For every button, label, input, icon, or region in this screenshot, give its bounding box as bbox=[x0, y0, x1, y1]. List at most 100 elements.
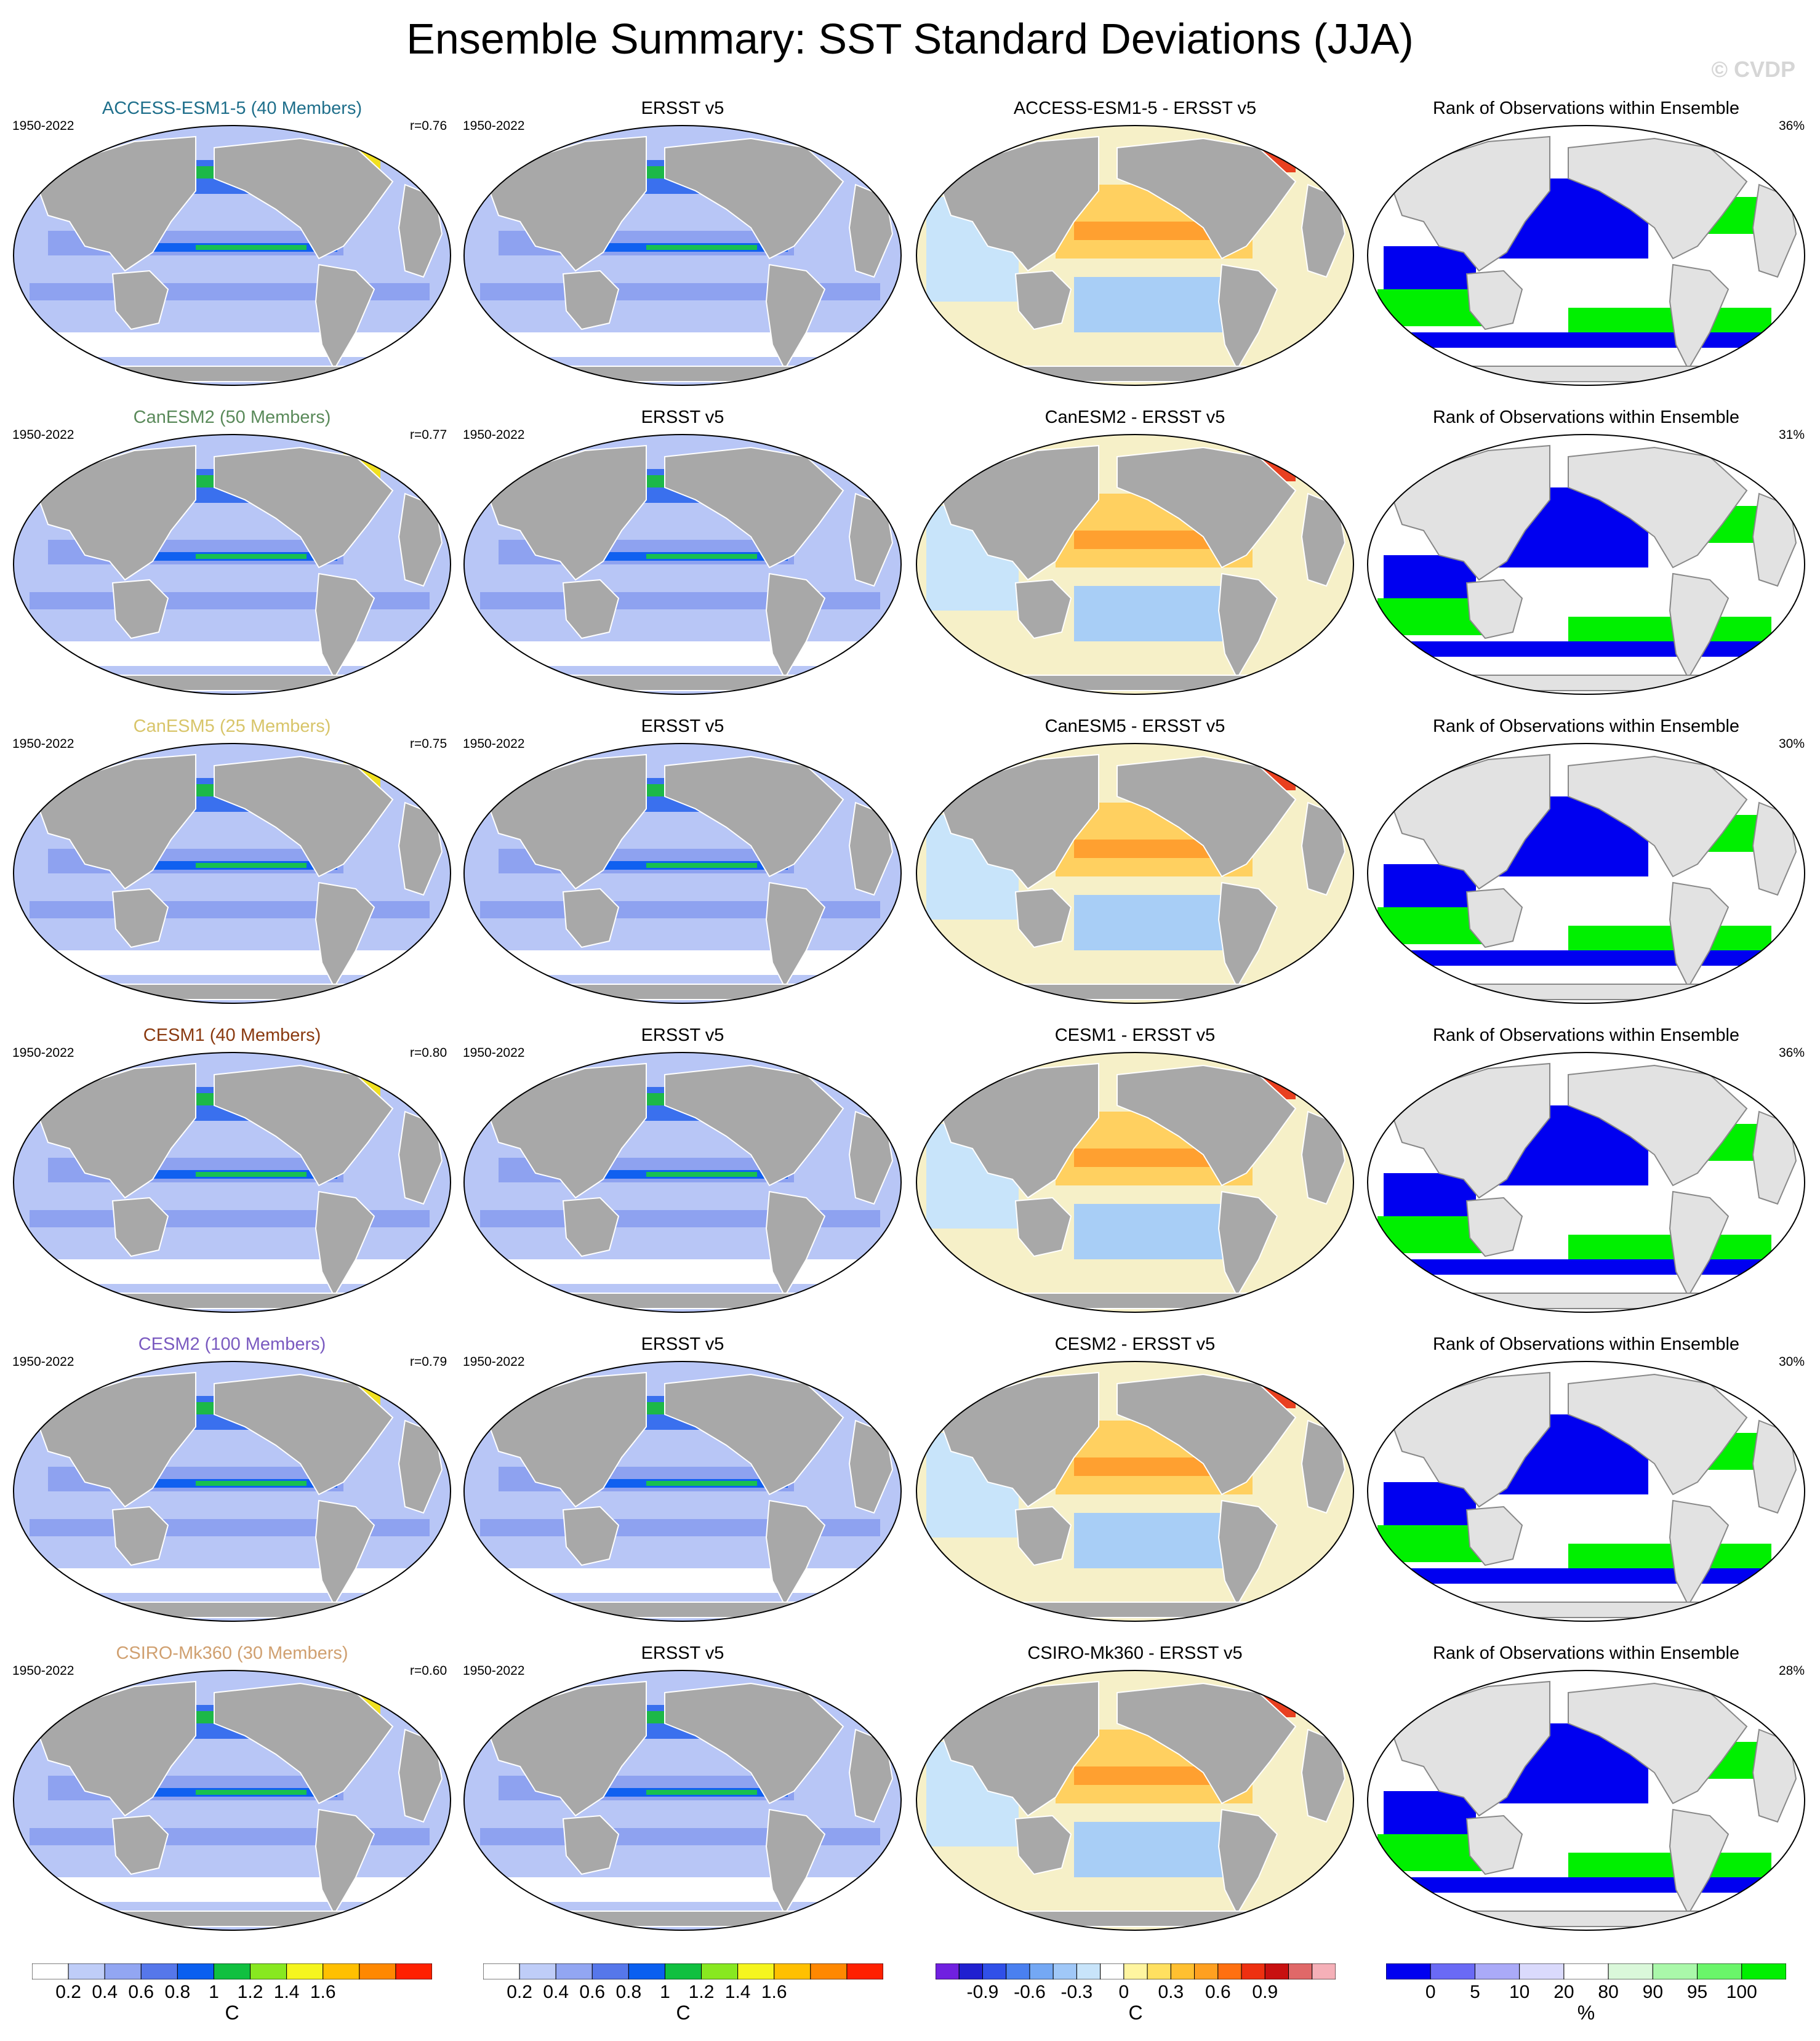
colorbar-box bbox=[664, 1963, 702, 1979]
colorbar-box bbox=[591, 1963, 629, 1979]
colorbar-tick-label: 90 bbox=[1642, 1982, 1664, 2002]
diff-map bbox=[916, 1052, 1354, 1313]
period-label: 1950-2022 bbox=[12, 428, 74, 442]
rank-map bbox=[1367, 743, 1805, 1004]
page-title: Ensemble Summary: SST Standard Deviation… bbox=[406, 15, 1414, 63]
colorbar-tick-label: 1.2 bbox=[237, 1982, 263, 2002]
colorbar-tick-label: 1.4 bbox=[724, 1982, 751, 2002]
diff-panel-title: CanESM5 - ERSST v5 bbox=[1044, 716, 1225, 736]
diff-map bbox=[916, 743, 1354, 1004]
period-label: 1950-2022 bbox=[463, 428, 525, 442]
colorbar-box bbox=[628, 1963, 665, 1979]
colorbar-tick-label: -0.6 bbox=[1014, 1982, 1046, 2002]
colorbar-box bbox=[1430, 1963, 1475, 1979]
colorbar-tick-label: 1.6 bbox=[310, 1982, 336, 2002]
colorbar-box bbox=[737, 1963, 775, 1979]
period-label: 1950-2022 bbox=[12, 119, 74, 133]
colorbar-box bbox=[1697, 1963, 1742, 1979]
model-map bbox=[13, 1361, 451, 1622]
obs-map bbox=[463, 1670, 902, 1931]
colorbar-box bbox=[846, 1963, 883, 1979]
colorbar-box bbox=[177, 1963, 214, 1979]
period-label: 1950-2022 bbox=[463, 119, 525, 133]
colorbar-box bbox=[936, 1963, 960, 1979]
rank-panel-title: Rank of Observations within Ensemble bbox=[1432, 1643, 1740, 1663]
colorbar-box bbox=[1194, 1963, 1219, 1979]
colorbar-tick-label: 20 bbox=[1553, 1982, 1574, 2002]
rank-map bbox=[1367, 1670, 1805, 1931]
obs-panel-title: ERSST v5 bbox=[641, 1025, 724, 1045]
rank-colorbar bbox=[1386, 1963, 1786, 1979]
obs-sd-colorbar bbox=[483, 1963, 883, 1979]
diff-map bbox=[916, 125, 1354, 386]
obs-map bbox=[463, 1052, 902, 1313]
model-map bbox=[13, 1670, 451, 1931]
period-label: 1950-2022 bbox=[12, 737, 74, 751]
colorbar-box bbox=[359, 1963, 396, 1979]
colorbar-box bbox=[1563, 1963, 1609, 1979]
colorbar-unit: C bbox=[1128, 2002, 1143, 2024]
obs-panel-title: ERSST v5 bbox=[641, 98, 724, 118]
colorbar-box bbox=[1217, 1963, 1242, 1979]
colorbar-box bbox=[1123, 1963, 1148, 1979]
colorbar-tick-label: 0.6 bbox=[579, 1982, 606, 2002]
period-label: 1950-2022 bbox=[12, 1046, 74, 1060]
colorbar-box bbox=[1264, 1963, 1289, 1979]
correlation-label: r=0.79 bbox=[410, 1355, 447, 1369]
diff-panel-title: CESM1 - ERSST v5 bbox=[1054, 1025, 1216, 1045]
colorbar-tick-label: 1.6 bbox=[761, 1982, 787, 2002]
obs-panel-title: ERSST v5 bbox=[641, 407, 724, 427]
model-panel-title: CSIRO-Mk360 (30 Members) bbox=[116, 1643, 348, 1663]
obs-panel-title: ERSST v5 bbox=[641, 716, 724, 736]
colorbar-box bbox=[1652, 1963, 1698, 1979]
colorbar-tick-label: 0.8 bbox=[164, 1982, 191, 2002]
diff-map bbox=[916, 434, 1354, 695]
colorbar-tick-label: 0.2 bbox=[507, 1982, 532, 2002]
colorbar-tick-label: 0.4 bbox=[92, 1982, 118, 2002]
colorbar-box bbox=[1029, 1963, 1054, 1979]
colorbar-box bbox=[1170, 1963, 1195, 1979]
colorbar-box bbox=[140, 1963, 178, 1979]
colorbar-tick-label: 1.4 bbox=[273, 1982, 300, 2002]
colorbar-box bbox=[555, 1963, 593, 1979]
colorbar-box bbox=[1052, 1963, 1077, 1979]
rank-percent-label: 30% bbox=[1779, 737, 1805, 751]
correlation-label: r=0.80 bbox=[410, 1046, 447, 1060]
model-map bbox=[13, 743, 451, 1004]
colorbar-box bbox=[1741, 1963, 1786, 1979]
colorbar-box bbox=[1147, 1963, 1171, 1979]
rank-panel-title: Rank of Observations within Ensemble bbox=[1432, 407, 1740, 427]
colorbar-box bbox=[286, 1963, 324, 1979]
colorbar-tick-label: -0.3 bbox=[1060, 1982, 1093, 2002]
colorbar-tick-label: 0.9 bbox=[1252, 1982, 1278, 2002]
colorbar-tick-label: 80 bbox=[1598, 1982, 1619, 2002]
colorbar-tick-label: 10 bbox=[1509, 1982, 1530, 2002]
colorbar-box bbox=[1076, 1963, 1101, 1979]
colorbar-box bbox=[1006, 1963, 1030, 1979]
colorbar-box bbox=[1519, 1963, 1565, 1979]
model-map bbox=[13, 1052, 451, 1313]
rank-panel-title: Rank of Observations within Ensemble bbox=[1432, 1025, 1740, 1045]
obs-panel-title: ERSST v5 bbox=[641, 1643, 724, 1663]
colorbar-tick-label: 5 bbox=[1470, 1982, 1480, 2002]
colorbar-box bbox=[32, 1963, 69, 1979]
model-panel-title: CESM1 (40 Members) bbox=[143, 1025, 321, 1045]
period-label: 1950-2022 bbox=[12, 1355, 74, 1369]
colorbar-tick-label: -0.9 bbox=[966, 1982, 999, 2002]
colorbar-tick-label: 0 bbox=[1425, 1982, 1436, 2002]
obs-map bbox=[463, 743, 902, 1004]
colorbar-box bbox=[104, 1963, 142, 1979]
colorbar-box bbox=[519, 1963, 556, 1979]
colorbar-box bbox=[68, 1963, 105, 1979]
rank-map bbox=[1367, 1052, 1805, 1313]
colorbar-unit: C bbox=[225, 2002, 239, 2024]
colorbar-box bbox=[250, 1963, 287, 1979]
colorbar-box bbox=[1100, 1963, 1124, 1979]
colorbar-tick-label: 0 bbox=[1118, 1982, 1129, 2002]
colorbar-tick-label: 0.2 bbox=[55, 1982, 81, 2002]
correlation-label: r=0.76 bbox=[410, 119, 447, 133]
colorbar-box bbox=[982, 1963, 1007, 1979]
diff-panel-title: CESM2 - ERSST v5 bbox=[1054, 1334, 1216, 1354]
correlation-label: r=0.60 bbox=[410, 1664, 447, 1678]
colorbar-box bbox=[483, 1963, 520, 1979]
